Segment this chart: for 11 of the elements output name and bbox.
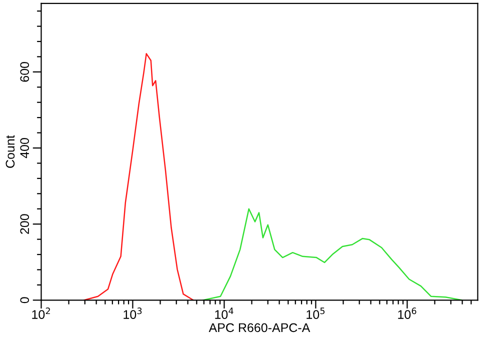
x-tick-label: 10$^{6}$ [398,308,416,319]
x-tick-label: 10$^{3}$ [124,308,142,319]
y-tick-label: 400 [20,138,30,158]
y-tick-label: 600 [20,62,30,82]
x-tick-label: 10$^{5}$ [306,308,325,319]
x-axis-title: APC R660-APC-A [208,323,310,332]
x-tick-label: 10$^{4}$ [215,308,234,319]
y-tick-label: 0 [20,297,30,304]
x-tick-label: 10$^{2}$ [32,308,50,319]
y-axis-title: Count [6,135,15,168]
y-tick-label: 200 [20,214,30,234]
